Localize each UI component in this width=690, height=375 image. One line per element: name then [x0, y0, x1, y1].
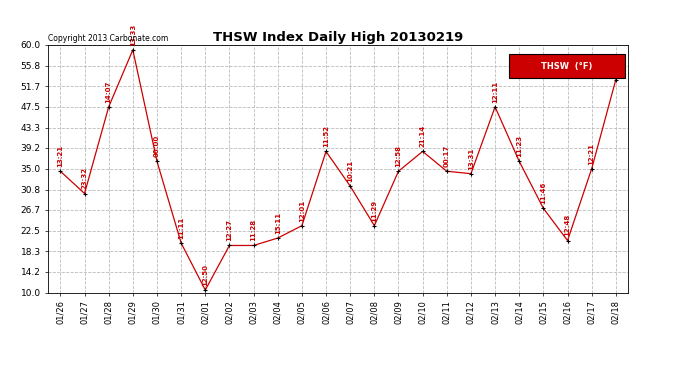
- Point: [393, 168, 404, 174]
- Point: [224, 243, 235, 249]
- Text: 00:17: 00:17: [444, 145, 450, 167]
- Point: [55, 168, 66, 174]
- Point: [79, 190, 90, 196]
- Point: [273, 235, 284, 241]
- Point: [176, 240, 187, 246]
- Point: [248, 243, 259, 249]
- Text: 14:07: 14:07: [106, 80, 112, 103]
- Point: [442, 168, 453, 174]
- Text: 12:51: 12:51: [613, 54, 619, 75]
- Point: [321, 148, 332, 154]
- Point: [369, 223, 380, 229]
- Point: [466, 171, 477, 177]
- Text: 10:21: 10:21: [347, 160, 353, 182]
- Point: [538, 206, 549, 212]
- Point: [200, 287, 211, 293]
- Text: Copyright 2013 Carbonate.com: Copyright 2013 Carbonate.com: [48, 33, 168, 42]
- Text: 11:46: 11:46: [540, 182, 546, 204]
- Text: 23:32: 23:32: [81, 167, 88, 189]
- Title: THSW Index Daily High 20130219: THSW Index Daily High 20130219: [213, 31, 463, 44]
- Text: 11:29: 11:29: [371, 200, 377, 222]
- Text: 12:11: 12:11: [492, 81, 498, 103]
- Text: 15:11: 15:11: [275, 212, 281, 234]
- Text: 13:21: 13:21: [57, 145, 63, 167]
- Text: 21:14: 21:14: [420, 125, 426, 147]
- Point: [514, 158, 525, 164]
- Point: [345, 183, 356, 189]
- FancyBboxPatch shape: [509, 54, 625, 78]
- Text: 11:23: 11:23: [516, 135, 522, 157]
- Text: 11:11: 11:11: [178, 217, 184, 239]
- Text: 12:01: 12:01: [299, 200, 305, 222]
- Point: [128, 47, 139, 53]
- Point: [490, 104, 501, 110]
- Text: THSW  (°F): THSW (°F): [542, 62, 593, 70]
- Point: [562, 237, 573, 243]
- Text: 11:28: 11:28: [250, 219, 257, 241]
- Text: 11:52: 11:52: [323, 125, 329, 147]
- Text: 12:58: 12:58: [395, 145, 402, 167]
- Point: [297, 223, 308, 229]
- Point: [104, 104, 115, 110]
- Text: 12:21: 12:21: [589, 142, 595, 165]
- Text: 12:48: 12:48: [564, 214, 571, 236]
- Point: [586, 166, 598, 172]
- Text: 12:27: 12:27: [226, 219, 233, 241]
- Text: 12:50: 12:50: [202, 264, 208, 286]
- Text: 00:00: 00:00: [154, 135, 160, 157]
- Point: [611, 76, 622, 82]
- Text: 13:31: 13:31: [468, 147, 474, 170]
- Point: [417, 148, 428, 154]
- Text: 13:33: 13:33: [130, 24, 136, 46]
- Point: [152, 158, 163, 164]
